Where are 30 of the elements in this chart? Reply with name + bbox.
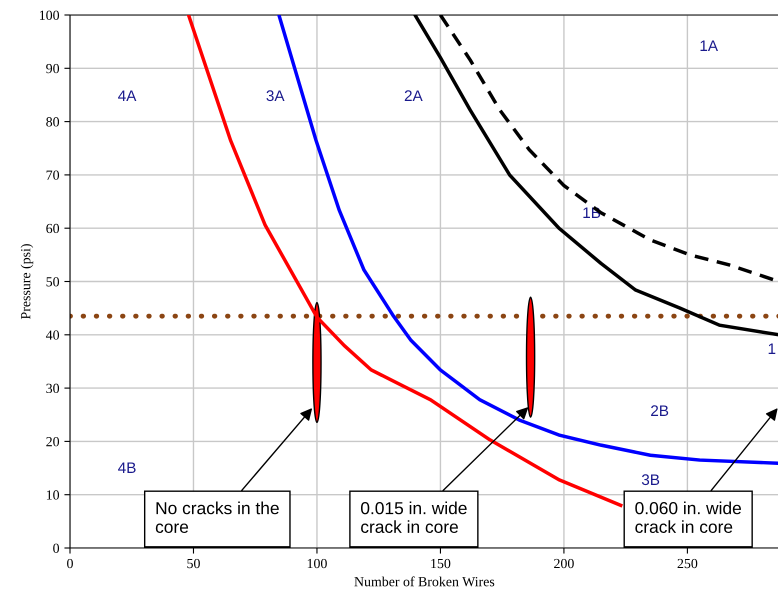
y-tick-label: 50 (46, 277, 60, 286)
annotation: 1 (768, 343, 776, 354)
x-tick-label: 250 (678, 558, 698, 568)
annotation: 0.060 in. wide crack in core (635, 502, 741, 534)
y-tick-label: 70 (46, 170, 60, 180)
x-tick-label: 0 (67, 558, 73, 568)
y-axis-title: Pressure (psi) (20, 244, 34, 320)
annotation: 3A (266, 90, 285, 102)
y-tick-label: 80 (46, 117, 60, 127)
y-tick-label: 100 (40, 10, 60, 20)
annotation: 3B (642, 474, 660, 486)
x-tick-label: 150 (431, 558, 450, 568)
y-tick-label: 10 (46, 490, 60, 500)
y-tick-label: 40 (46, 330, 60, 340)
y-tick-label: 20 (46, 436, 60, 446)
annotation: 2B (651, 405, 668, 416)
x-axis-title: Number of Broken Wires (354, 576, 494, 586)
annotation: No cracks in the core (156, 502, 279, 534)
y-tick-label: 90 (46, 64, 60, 74)
y-tick-label: 30 (46, 384, 60, 394)
annotation: 4A (118, 90, 136, 101)
annotation: 1A (700, 40, 718, 51)
x-tick-label: 50 (187, 558, 200, 568)
annotation: 2A (404, 90, 423, 101)
y-tick-label: 60 (46, 224, 60, 234)
x-tick-label: 200 (554, 558, 574, 568)
y-tick-label: 0 (53, 544, 60, 553)
annotation: 4B (118, 462, 136, 473)
x-tick-label: 100 (308, 558, 327, 568)
annotation: 0.015 in. wide crack in core (360, 502, 467, 534)
